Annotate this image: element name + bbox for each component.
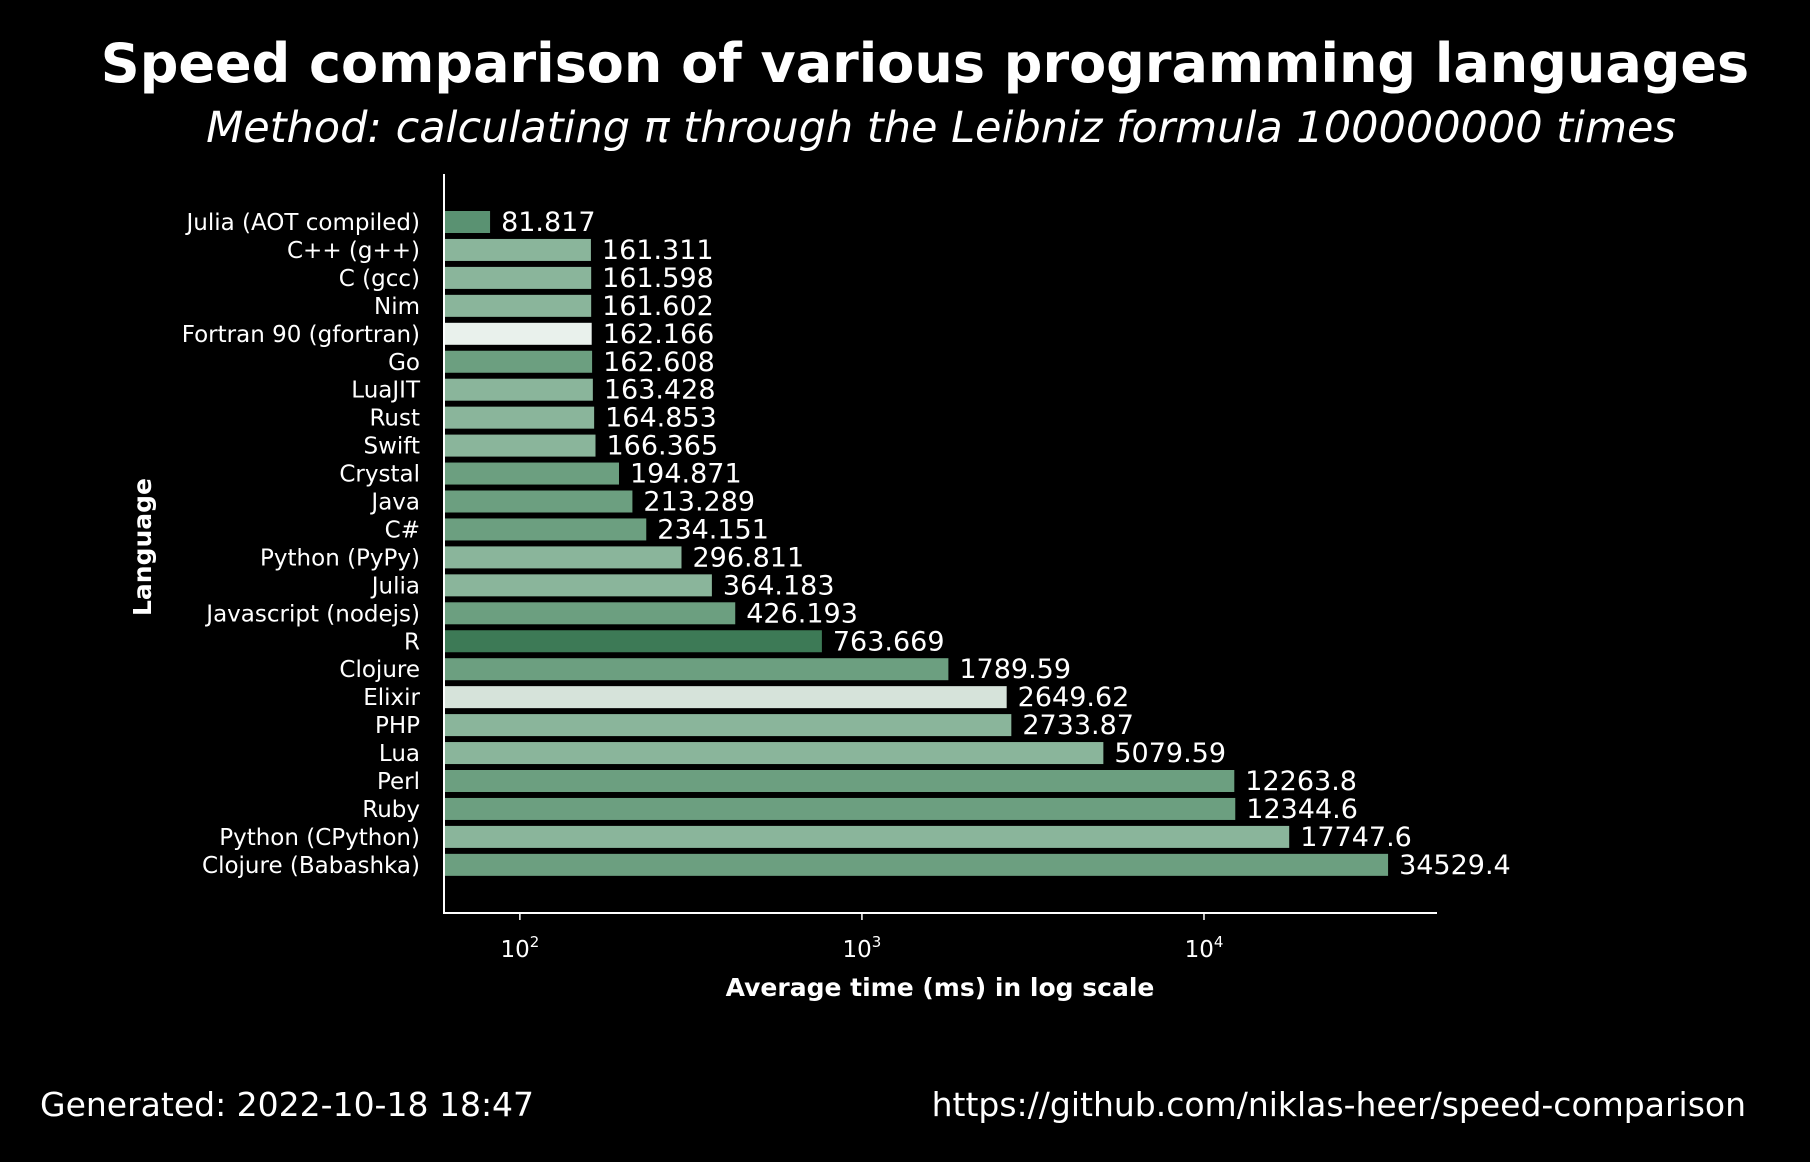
chart-title: Speed comparison of various programming … bbox=[101, 32, 1749, 95]
value-label: 234.151 bbox=[657, 514, 769, 545]
category-label: Javascript (nodejs) bbox=[204, 601, 420, 627]
bars-layer bbox=[445, 211, 1389, 876]
x-tick-base: 10 bbox=[1185, 937, 1214, 963]
category-label: Swift bbox=[363, 434, 420, 460]
bar bbox=[445, 602, 736, 625]
category-label: LuaJIT bbox=[351, 378, 421, 404]
category-label: Python (CPython) bbox=[219, 825, 420, 851]
value-label: 5079.59 bbox=[1114, 738, 1226, 769]
bar bbox=[445, 658, 949, 681]
bar bbox=[445, 378, 593, 401]
bar bbox=[445, 490, 633, 513]
bar bbox=[445, 462, 619, 485]
footer-url[interactable]: https://github.com/niklas-heer/speed-com… bbox=[932, 1085, 1746, 1124]
category-label: Elixir bbox=[363, 685, 420, 711]
category-label: Ruby bbox=[362, 797, 420, 823]
category-label: Python (PyPy) bbox=[260, 545, 420, 571]
category-label: Clojure bbox=[339, 657, 420, 683]
bar bbox=[445, 770, 1235, 792]
x-tick-base: 10 bbox=[843, 937, 872, 963]
category-label: Julia (AOT compiled) bbox=[184, 210, 420, 236]
x-axis-title: Average time (ms) in log scale bbox=[726, 973, 1155, 1002]
category-label: Perl bbox=[377, 769, 420, 795]
x-tick-exponent: 2 bbox=[530, 933, 540, 951]
x-tick-label: 103 bbox=[843, 933, 882, 963]
bar bbox=[445, 630, 822, 653]
value-label: 17747.6 bbox=[1300, 822, 1412, 853]
footer-generated: Generated: 2022-10-18 18:47 bbox=[40, 1085, 534, 1124]
category-label: Fortran 90 (gfortran) bbox=[182, 322, 420, 348]
chart-subtitle: Method: calculating π through the Leibni… bbox=[206, 103, 1676, 153]
value-label: 12344.6 bbox=[1246, 794, 1358, 825]
value-label: 161.311 bbox=[602, 235, 714, 266]
bar bbox=[445, 434, 596, 457]
bar bbox=[445, 574, 712, 597]
value-label: 2733.87 bbox=[1022, 710, 1134, 741]
x-tick-exponent: 4 bbox=[1214, 933, 1224, 951]
category-labels-layer: Julia (AOT compiled)C++ (g++)C (gcc)NimF… bbox=[182, 210, 421, 879]
value-label: 162.166 bbox=[603, 319, 715, 350]
bar bbox=[445, 797, 1236, 820]
category-label: C (gcc) bbox=[339, 266, 420, 292]
bar bbox=[445, 350, 593, 373]
bar bbox=[445, 294, 592, 317]
category-label: Java bbox=[369, 490, 420, 516]
bar bbox=[445, 406, 595, 429]
category-label: C++ (g++) bbox=[287, 238, 420, 264]
value-label: 81.817 bbox=[501, 207, 595, 238]
category-label: Lua bbox=[379, 741, 420, 767]
value-label: 161.602 bbox=[602, 291, 714, 322]
value-label: 34529.4 bbox=[1399, 850, 1511, 881]
bar bbox=[445, 322, 592, 345]
bar bbox=[445, 518, 647, 541]
value-label: 162.608 bbox=[603, 347, 715, 378]
value-label: 163.428 bbox=[604, 375, 716, 406]
category-label: Go bbox=[388, 350, 420, 376]
category-label: Clojure (Babashka) bbox=[202, 853, 420, 879]
bar bbox=[445, 211, 491, 233]
x-tick-exponent: 3 bbox=[872, 933, 882, 951]
value-label: 296.811 bbox=[692, 542, 804, 573]
value-label: 213.289 bbox=[643, 487, 755, 518]
category-label: Julia bbox=[370, 573, 420, 599]
y-axis-title: Language bbox=[128, 478, 157, 616]
category-label: C# bbox=[385, 517, 420, 543]
x-tick-base: 10 bbox=[500, 937, 529, 963]
value-label: 426.193 bbox=[746, 598, 858, 629]
value-label: 194.871 bbox=[630, 459, 742, 490]
value-labels-layer: 81.817161.311161.598161.602162.166162.60… bbox=[501, 207, 1511, 881]
category-label: Nim bbox=[374, 294, 420, 320]
bar bbox=[445, 714, 1012, 737]
value-label: 161.598 bbox=[602, 263, 714, 294]
category-label: Rust bbox=[369, 406, 420, 432]
x-tick-label: 104 bbox=[1185, 933, 1224, 963]
value-label: 12263.8 bbox=[1245, 766, 1357, 797]
value-label: 166.365 bbox=[607, 431, 719, 462]
bar bbox=[445, 742, 1104, 765]
category-label: PHP bbox=[375, 713, 420, 739]
value-label: 2649.62 bbox=[1018, 682, 1130, 713]
bar bbox=[445, 853, 1389, 876]
x-tick-label: 102 bbox=[500, 933, 539, 963]
bar bbox=[445, 686, 1007, 709]
category-label: Crystal bbox=[339, 462, 420, 488]
bar bbox=[445, 546, 682, 569]
value-label: 364.183 bbox=[723, 570, 835, 601]
bar bbox=[445, 825, 1290, 848]
value-label: 164.853 bbox=[605, 403, 717, 434]
x-ticks-layer: 102 103 104 bbox=[500, 913, 1223, 963]
category-label: R bbox=[404, 629, 420, 655]
value-label: 1789.59 bbox=[959, 654, 1071, 685]
value-label: 763.669 bbox=[833, 626, 945, 657]
bar bbox=[445, 266, 592, 289]
bar bbox=[445, 238, 591, 261]
